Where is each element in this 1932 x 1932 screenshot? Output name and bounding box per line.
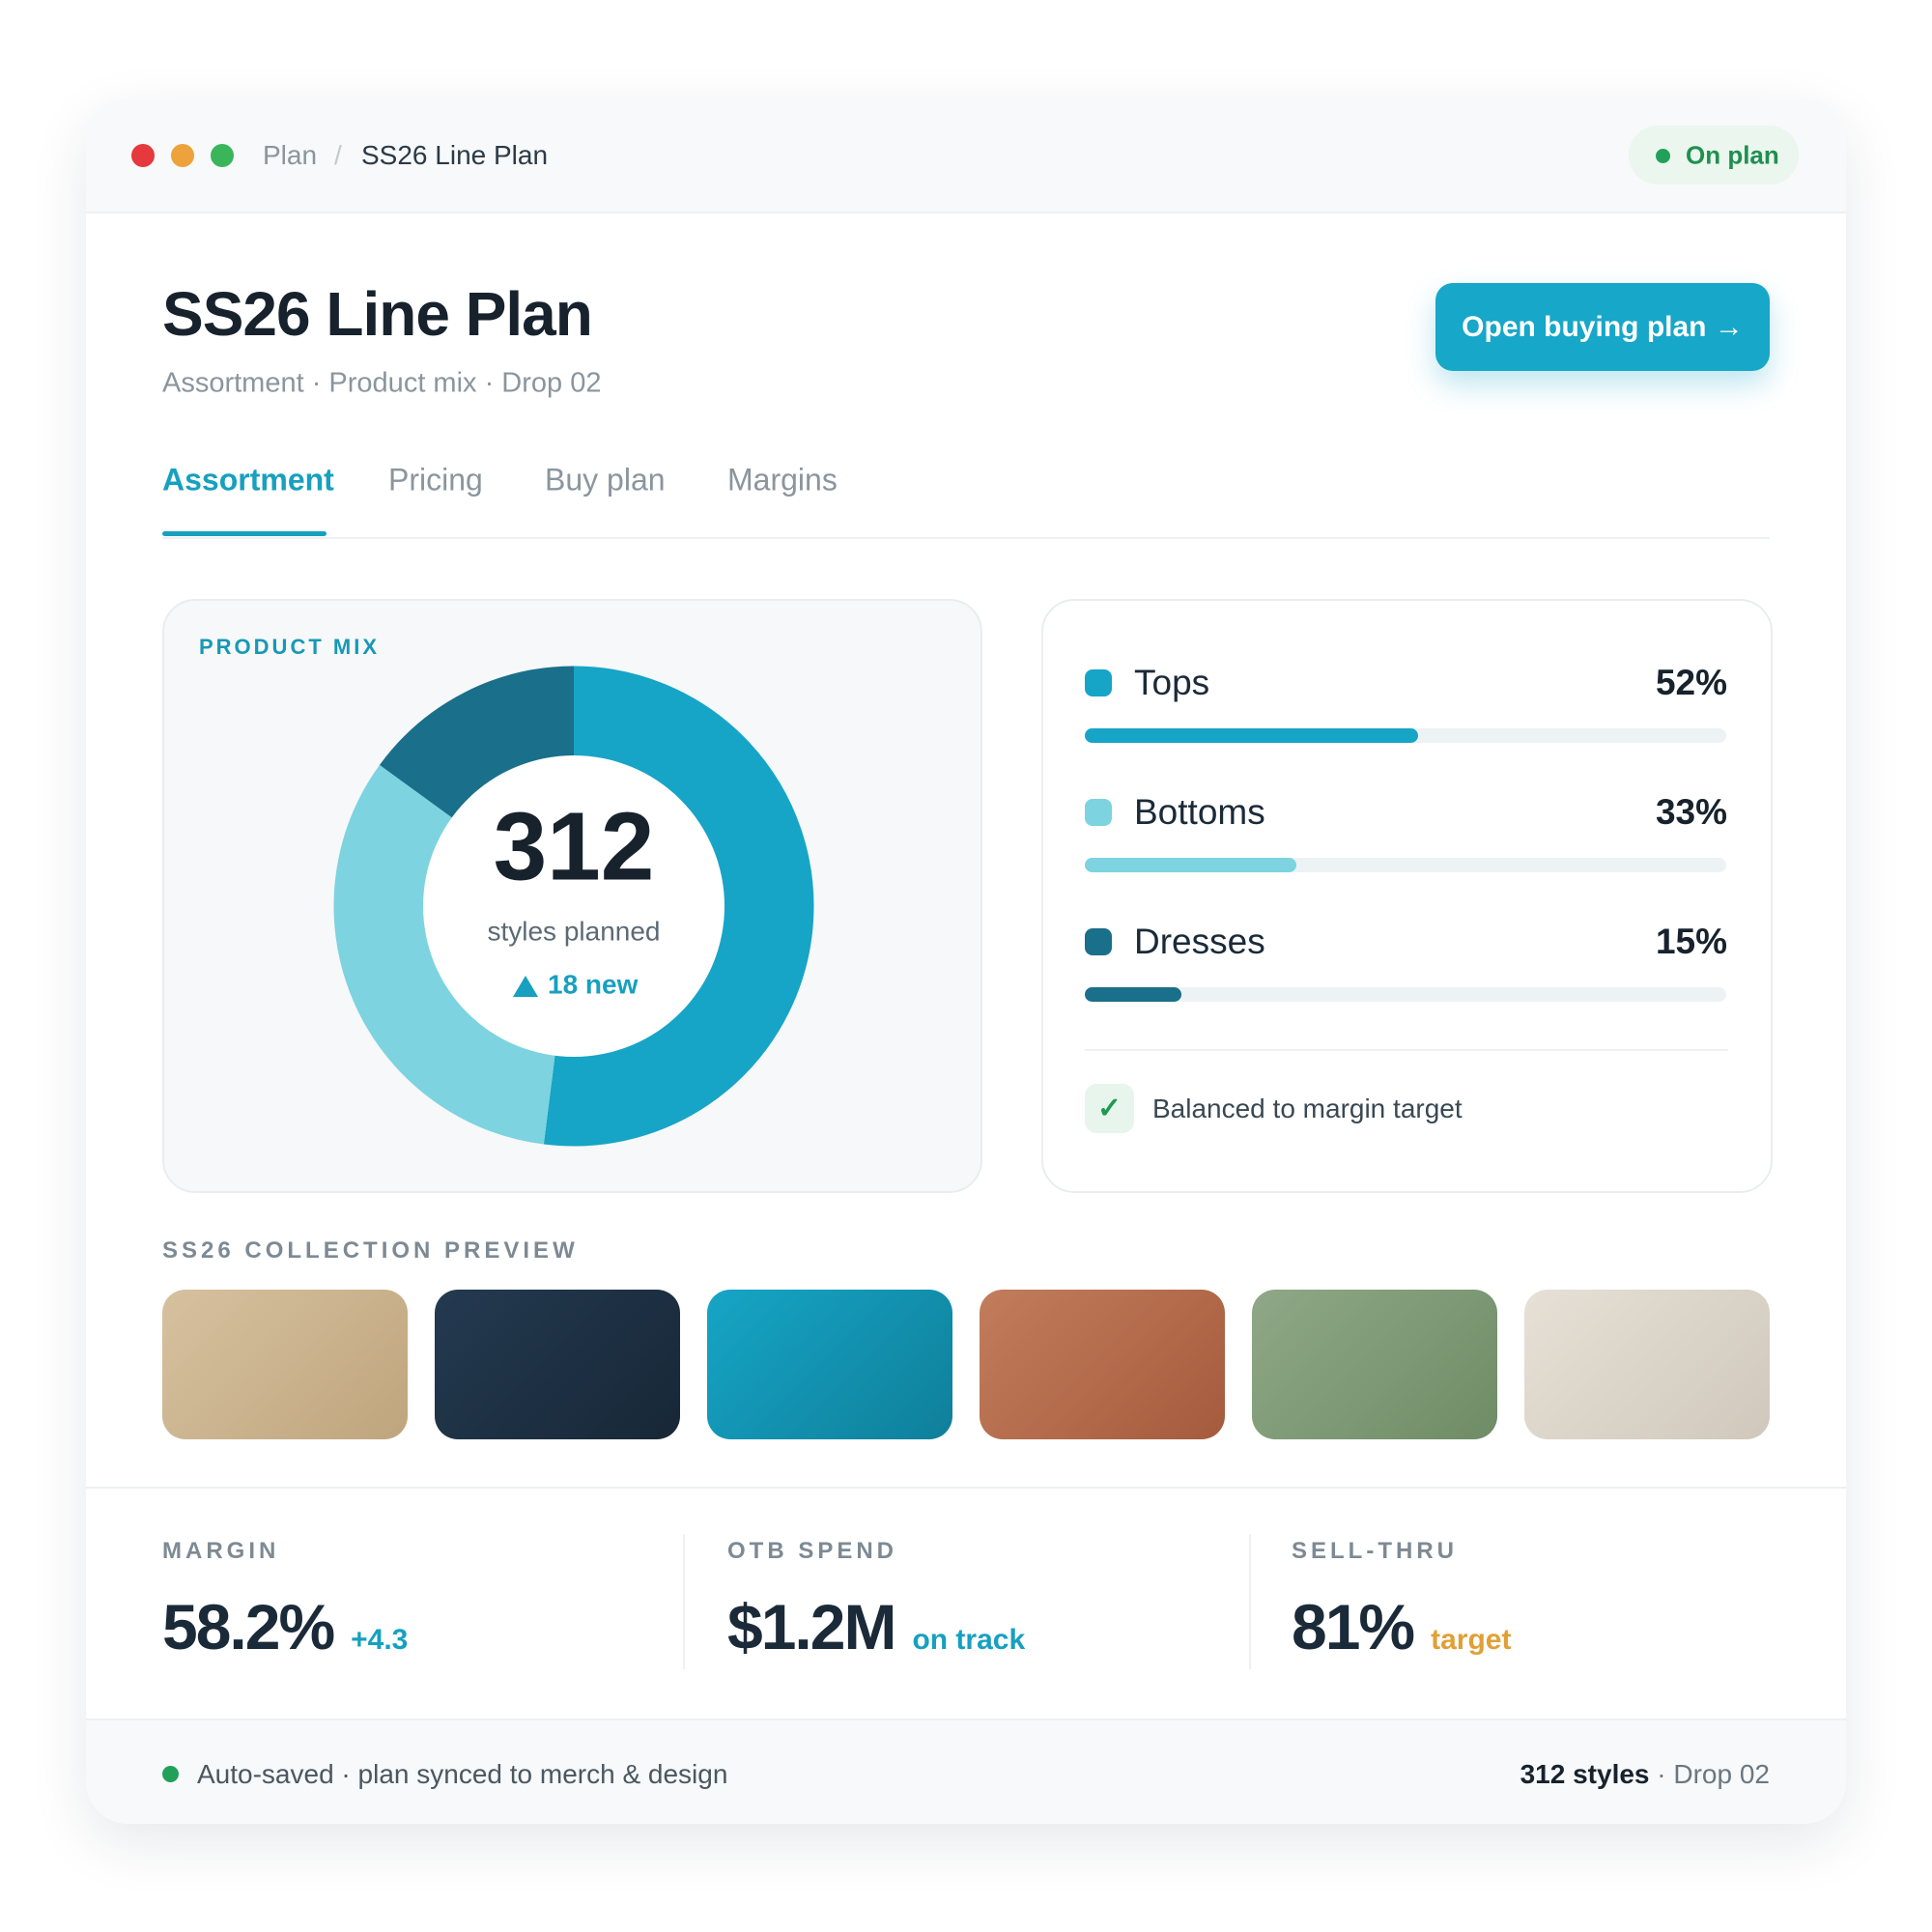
swatch-navy[interactable] — [435, 1290, 680, 1439]
kpi-label: MARGIN — [162, 1538, 280, 1564]
page-title: SS26 Line Plan — [162, 279, 593, 349]
section-label: SS26 COLLECTION PREVIEW — [162, 1237, 579, 1264]
status-text: On plan — [1686, 140, 1779, 170]
footer-drop: · Drop 02 — [1657, 1759, 1770, 1789]
product-mix-card: PRODUCT MIX 312 styles planned 18 new — [162, 599, 982, 1193]
swatch-teal[interactable] — [707, 1290, 952, 1439]
kpi-label: OTB SPEND — [727, 1538, 898, 1564]
breadcrumb-current: SS26 Line Plan — [361, 140, 549, 170]
page-subtitle: Assortment · Product mix · Drop 02 — [162, 367, 602, 399]
close-dot[interactable] — [131, 144, 155, 167]
kpi-value: $1.2M on track — [727, 1590, 1025, 1663]
breadcrumb-item[interactable]: Plan — [263, 140, 318, 170]
legend-swatch — [1085, 928, 1112, 955]
kpi-delta: on track — [912, 1624, 1026, 1656]
legend-name: Tops — [1134, 663, 1210, 702]
legend-percent: 15% — [1655, 922, 1727, 961]
total-label: styles planned — [487, 916, 660, 946]
kpi-value: 81% target — [1292, 1590, 1511, 1663]
tab[interactable]: Pricing — [388, 462, 483, 497]
check-icon: ✓ — [1085, 1084, 1134, 1133]
sync-dot — [162, 1766, 179, 1782]
open-buying-plan-button[interactable]: Open buying plan → — [1435, 283, 1770, 371]
bar-track — [1085, 987, 1726, 1002]
kpi-number: 81% — [1292, 1591, 1415, 1662]
donut-hole — [423, 755, 724, 1057]
breadcrumb-separator: / — [334, 140, 342, 170]
legend-percent: 33% — [1655, 792, 1727, 832]
tab[interactable]: Margins — [727, 462, 838, 497]
mix-legend-card: Tops 52% Bottoms 33% Dresses 15% ✓ Balanced t… — [1041, 599, 1773, 1193]
kpi-divider — [683, 1534, 685, 1669]
maximize-dot[interactable] — [211, 144, 234, 167]
swatch-stone[interactable] — [1524, 1290, 1770, 1439]
kpi-delta: target — [1431, 1624, 1512, 1656]
donut-segment — [543, 666, 814, 1147]
bar — [1085, 987, 1181, 1002]
tab[interactable]: Assortment — [162, 462, 334, 497]
swatch-terracotta[interactable] — [980, 1290, 1225, 1439]
footer-count: 312 styles — [1520, 1759, 1650, 1789]
tabs-divider — [162, 537, 1770, 539]
bar — [1085, 858, 1297, 872]
kpi-value: 58.2% +4.3 — [162, 1590, 408, 1663]
minimize-dot[interactable] — [171, 144, 194, 167]
donut-segment — [333, 764, 556, 1145]
donut-chart: 312 styles planned 18 new — [333, 666, 814, 1147]
divider — [1085, 1049, 1728, 1051]
window: Plan / SS26 Line Plan On plan SS26 Line … — [86, 99, 1846, 1824]
status-dot — [1656, 149, 1670, 163]
balance-note: Balanced to margin target — [1152, 1094, 1463, 1123]
kpi-number: $1.2M — [727, 1591, 896, 1662]
status-pill: On plan — [1629, 126, 1799, 185]
legend-name: Bottoms — [1134, 792, 1265, 832]
card-label: PRODUCT MIX — [199, 635, 380, 659]
title-bar: Plan / SS26 Line Plan On plan — [86, 99, 1846, 213]
up-triangle — [513, 976, 538, 997]
swatch-sage[interactable] — [1252, 1290, 1497, 1439]
bar — [1085, 728, 1419, 743]
footer-status: Auto-saved · plan synced to merch & desi… — [197, 1759, 728, 1789]
legend-swatch — [1085, 669, 1112, 696]
kpi-label: SELL-THRU — [1292, 1538, 1458, 1564]
donut-segment — [379, 666, 576, 819]
footer: Auto-saved · plan synced to merch & desi… — [86, 1719, 1846, 1824]
legend-percent: 52% — [1655, 663, 1727, 702]
new-styles: 18 new — [548, 969, 639, 999]
kpi-divider — [1249, 1534, 1251, 1669]
divider — [86, 1487, 1846, 1489]
kpi-delta: +4.3 — [351, 1624, 409, 1656]
total-styles: 312 — [494, 792, 655, 900]
active-tab-indicator — [162, 531, 327, 536]
footer-summary: 312 styles · Drop 02 — [1520, 1759, 1770, 1790]
swatch-sand[interactable] — [162, 1290, 408, 1439]
legend-swatch — [1085, 799, 1112, 826]
kpi-number: 58.2% — [162, 1591, 335, 1662]
tab[interactable]: Buy plan — [545, 462, 666, 497]
legend-name: Dresses — [1134, 922, 1265, 961]
